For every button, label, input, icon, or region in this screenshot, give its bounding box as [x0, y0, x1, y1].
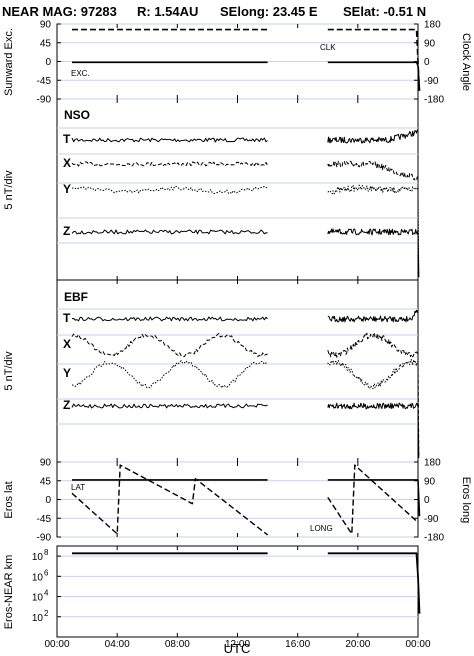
ylabel-sunward-exc: Sunward Exc.: [3, 28, 15, 96]
ylabel-ebf: 5 nT/div: [3, 351, 15, 391]
lat-ytick-label: 45: [40, 476, 52, 487]
long-ytick-label: -180: [424, 533, 444, 544]
clk-label: CLK: [320, 43, 336, 52]
field-trace-z: [327, 402, 420, 459]
clock-ytick-label: -90: [424, 76, 439, 87]
exc-ytick-label: 45: [40, 38, 52, 49]
field-trace-z: [71, 403, 268, 409]
lat-label: LAT: [71, 483, 85, 492]
field-trace-y: [327, 358, 418, 390]
distance-ytick-base: 10: [32, 572, 44, 583]
exc-label: EXC.: [71, 69, 90, 78]
exc-ytick-label: 90: [40, 20, 52, 31]
lat-ytick-label: 0: [45, 495, 51, 506]
lat-ytick-label: -90: [37, 533, 52, 544]
ylabel-nso: 5 nT/div: [3, 170, 15, 210]
distance-ytick-exp: 8: [44, 548, 49, 557]
series-label-y: Y: [63, 182, 71, 196]
long-ytick-label: -90: [424, 514, 439, 525]
x-tick-label: 16:00: [285, 639, 310, 650]
nso-title: NSO: [64, 108, 90, 122]
header-instrument: NEAR MAG: 97283: [2, 4, 117, 19]
x-tick-label: 20:00: [345, 639, 370, 650]
field-trace-t: [327, 309, 419, 323]
field-trace-y: [327, 184, 420, 278]
series-label-y: Y: [63, 366, 71, 380]
clock-ytick-label: 180: [424, 20, 441, 31]
series-label-z: Z: [63, 398, 70, 412]
ticks: 00:00 04:00 08:00 12:00 16:00 20:00 00:00 90 45 0…: [32, 20, 445, 651]
field-trace-y: [71, 360, 268, 389]
header-selong: SElong: 23.45 E: [220, 4, 318, 19]
exc-ytick-label: 0: [45, 57, 51, 68]
field-trace-t: [327, 129, 419, 144]
field-trace-t: [71, 137, 268, 143]
field-trace-t: [71, 316, 268, 322]
header-selat: SElat: -0.51 N: [343, 4, 426, 19]
field-trace-z: [327, 228, 420, 278]
series-label-t: T: [63, 132, 71, 146]
eros-long-trace: [71, 464, 269, 536]
x-tick-label: 12:00: [225, 639, 250, 650]
x-tick-label: 08:00: [165, 639, 190, 650]
distance-trace: [327, 552, 421, 614]
x-tick-label: 00:00: [405, 639, 430, 650]
panel-ebf-frame: [56, 279, 419, 463]
long-ytick-label: 90: [424, 476, 436, 487]
field-trace-x: [327, 160, 419, 181]
eros-lat-trace: [327, 479, 421, 517]
xlabel-utc: UTC: [224, 641, 251, 656]
series-label-t: T: [63, 311, 71, 325]
eros-long-trace: [327, 464, 419, 535]
ylabel-clock-angle: Clock Angle: [460, 33, 472, 91]
field-trace-x: [327, 332, 420, 459]
field-trace-y: [71, 185, 268, 195]
distance-ytick-exp: 2: [44, 609, 49, 618]
long-ytick-label: 180: [424, 458, 441, 469]
lat-ytick-label: -45: [37, 514, 52, 525]
exc-ytick-label: -45: [37, 76, 52, 87]
clock-ytick-label: 90: [424, 38, 436, 49]
field-trace-x: [71, 333, 268, 358]
ylabel-eros-near-km: Eros-NEAR km: [3, 555, 15, 630]
long-label: LONG: [310, 524, 333, 533]
sunward-exc-trace: [327, 61, 421, 91]
long-ytick-label: 0: [424, 495, 430, 506]
distance-ytick-base: 10: [32, 593, 44, 604]
series-label-z: Z: [63, 224, 70, 238]
series-label-x: X: [63, 337, 71, 351]
panel-distance-frame: [56, 545, 419, 638]
distance-ytick-base: 10: [32, 552, 44, 563]
distance-ytick-exp: 6: [44, 568, 49, 577]
ebf-title: EBF: [64, 290, 88, 304]
clock-ytick-label: 0: [424, 57, 430, 68]
ylabel-eros-lat: Eros lat: [3, 481, 15, 518]
field-trace-x: [71, 161, 269, 167]
distance-ytick-base: 10: [32, 613, 44, 624]
exc-ytick-label: -90: [37, 95, 52, 106]
ylabel-eros-long: Eros long: [460, 477, 472, 523]
x-tick-label: 00:00: [44, 639, 69, 650]
header-distance: R: 1.54AU: [137, 4, 198, 19]
field-trace-z: [71, 229, 268, 235]
clock-ytick-label: -180: [424, 95, 444, 106]
distance-ytick-exp: 4: [44, 589, 49, 598]
panel-nso-frame: [56, 98, 419, 281]
x-tick-label: 04:00: [105, 639, 130, 650]
series-label-x: X: [63, 156, 71, 170]
lat-ytick-label: 90: [40, 458, 52, 469]
